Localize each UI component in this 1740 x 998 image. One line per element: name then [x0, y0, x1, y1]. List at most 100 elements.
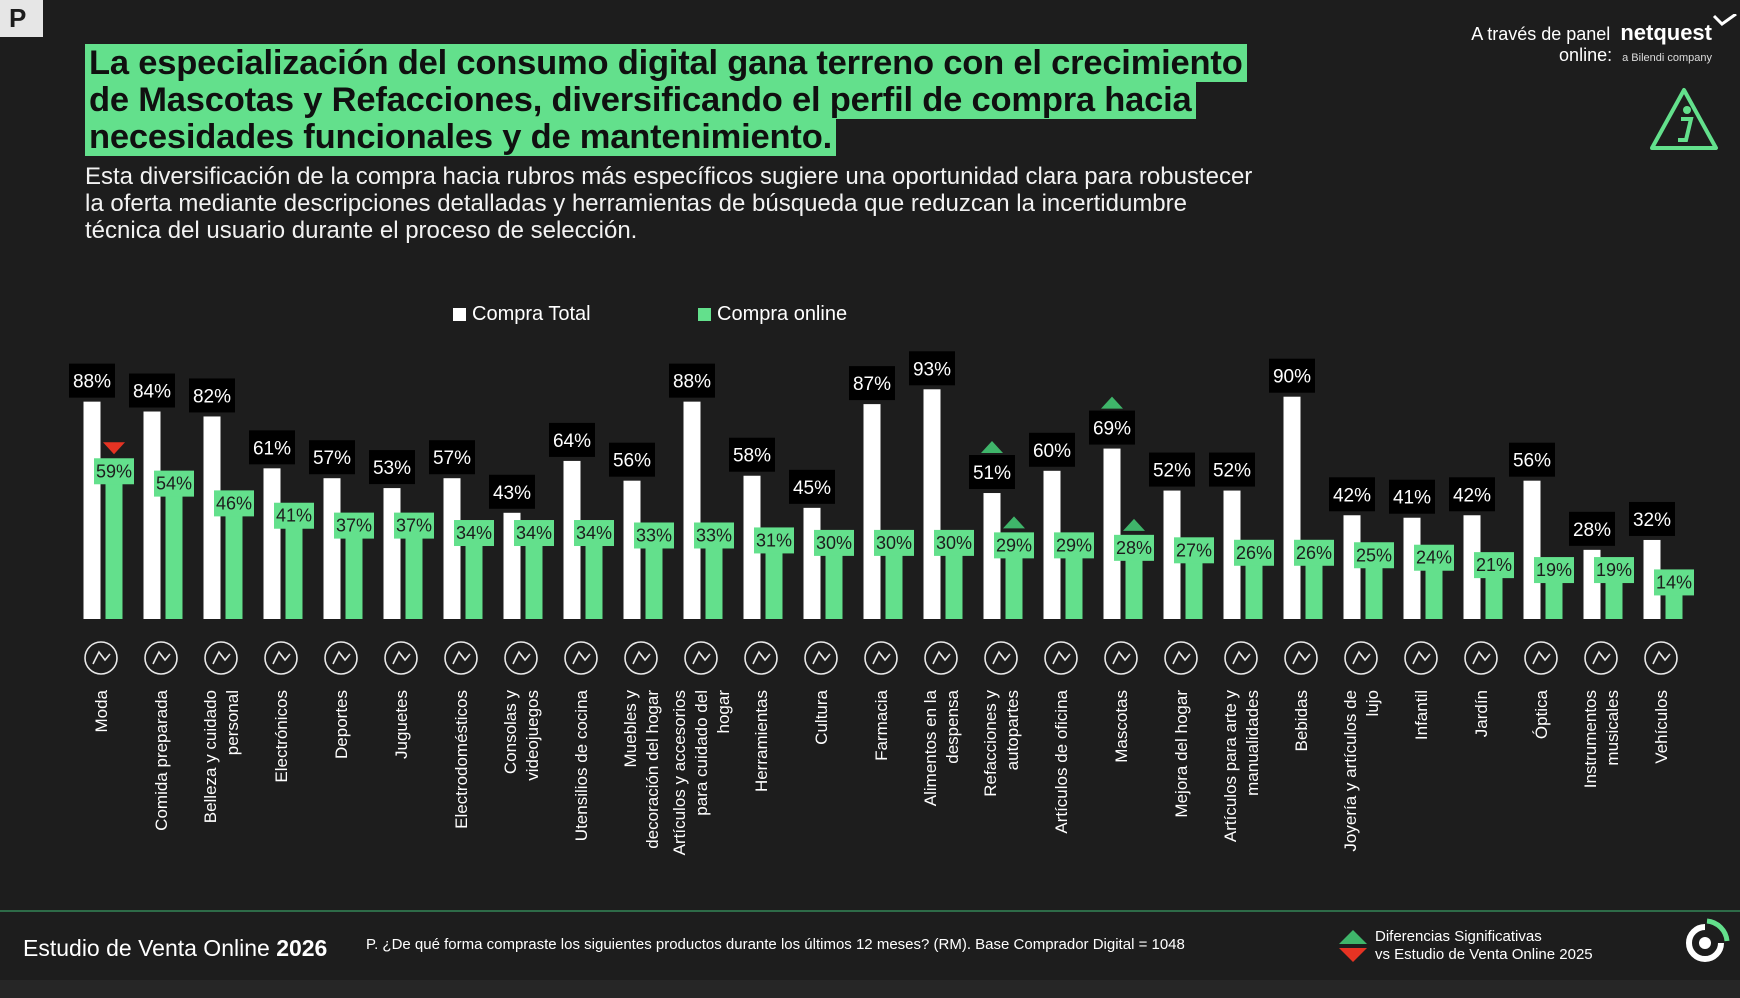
- data-label-bg-online: [754, 527, 794, 554]
- category-label-line: Joyería y artículos de: [1341, 690, 1360, 852]
- footer-question: P. ¿De qué forma compraste los siguiente…: [366, 936, 1185, 953]
- bar-total: [1163, 490, 1181, 619]
- brand-sub: a Bilendi company: [1622, 52, 1712, 64]
- bar-total: [623, 480, 641, 619]
- info-triangle-icon[interactable]: [1648, 86, 1720, 152]
- bar-total: [683, 401, 701, 619]
- category-label: Óptica: [1532, 689, 1551, 739]
- data-label-bg-total: [189, 378, 235, 413]
- legend-label-online: Compra online: [717, 303, 848, 325]
- slide-subtitle: Esta diversificación de la compra hacia …: [85, 163, 1253, 244]
- chart-legend: Compra Total Compra online: [0, 302, 1740, 332]
- whisk-icon: [564, 641, 598, 675]
- category-label: Herramientas: [752, 690, 771, 792]
- data-label-bg-total: [1389, 479, 1435, 514]
- significance-up-icon: [1101, 396, 1123, 409]
- legend-item-online: Compra online: [698, 302, 847, 326]
- beauty-face-icon: [204, 641, 238, 675]
- data-label-total: 58%: [733, 446, 771, 467]
- bar-online: [225, 505, 243, 619]
- significance-up-icon: [1123, 518, 1145, 531]
- category-label: Joyería y artículos de lujo: [1341, 690, 1382, 852]
- data-label-bg-total: [1089, 410, 1135, 445]
- bar-online: [525, 535, 543, 619]
- delivery-scooter-icon: [144, 641, 178, 675]
- bar-total: [563, 460, 581, 619]
- brand-block: A través de panel netquest online: a Bil…: [1471, 22, 1712, 69]
- computer-monitor-icon: [264, 641, 298, 675]
- category-label-line: musicales: [1603, 690, 1622, 766]
- category-label-line: Vehículos: [1652, 690, 1671, 764]
- data-label-total: 87%: [853, 374, 891, 395]
- category-label-line: Herramientas: [752, 690, 771, 792]
- data-label-bg-total: [1029, 432, 1075, 467]
- category-label-line: Cultura: [812, 689, 831, 744]
- data-label-online: 46%: [216, 493, 252, 513]
- bar-online: [165, 485, 183, 619]
- bar-total: [1643, 539, 1661, 619]
- data-label-bg-online: [334, 512, 374, 539]
- brand-prefix-line2: online:: [1559, 45, 1613, 65]
- data-label-total: 88%: [73, 372, 111, 393]
- category-label-line: Consolas y: [501, 690, 520, 775]
- category-label-line: despensa: [943, 689, 962, 763]
- data-label-total: 84%: [133, 382, 171, 403]
- category-label-line: Electrodomésticos: [452, 690, 471, 829]
- category-label-line: manualidades: [1243, 690, 1262, 796]
- significance-down-icon: [103, 442, 125, 455]
- data-label-total: 82%: [193, 386, 231, 407]
- corner-badge: P: [0, 0, 43, 37]
- category-label: Comida preparada: [152, 689, 171, 830]
- data-label-online: 28%: [1116, 538, 1152, 558]
- data-label-online: 29%: [1056, 535, 1092, 555]
- category-label-line: Óptica: [1532, 689, 1551, 739]
- bar-online: [465, 535, 483, 619]
- data-label-bg-total: [1449, 477, 1495, 512]
- bar-total: [1223, 490, 1241, 619]
- data-label-online: 34%: [576, 523, 612, 543]
- data-label-bg-online: [994, 532, 1034, 559]
- guitar-icon: [1584, 641, 1618, 675]
- legend-swatch-online: [698, 307, 711, 321]
- data-label-total: 53%: [373, 458, 411, 479]
- bar-online: [285, 517, 303, 619]
- bar-total: [443, 478, 461, 619]
- data-label-online: 29%: [996, 535, 1032, 555]
- data-label-bg-online: [694, 522, 734, 549]
- category-label: Jardín: [1472, 690, 1491, 737]
- category-label: Electrodomésticos: [452, 690, 471, 829]
- data-label-online: 30%: [816, 533, 852, 553]
- data-label-bg-total: [789, 469, 835, 504]
- data-label-online: 33%: [696, 525, 732, 545]
- bar-total: [263, 468, 281, 619]
- data-label-total: 52%: [1213, 461, 1251, 482]
- data-label-bg-online: [154, 470, 194, 497]
- category-label-line: Bebidas: [1292, 690, 1311, 751]
- title-text: La especialización del consumo digital g…: [85, 44, 1247, 156]
- data-label-bg-total: [549, 422, 595, 457]
- data-label-online: 54%: [156, 474, 192, 494]
- data-label-bg-online: [814, 529, 854, 556]
- category-label-line: Belleza y cuidado: [201, 690, 220, 823]
- bar-online: [765, 542, 783, 619]
- bar-online: [1545, 572, 1563, 619]
- dress-icon: [84, 641, 118, 675]
- category-label-line: Artículos para arte y: [1221, 690, 1240, 843]
- significance-legend: Diferencias Significativas vs Estudio de…: [1337, 928, 1647, 968]
- category-label-line: Electrónicos: [272, 690, 291, 783]
- data-label-total: 41%: [1393, 488, 1431, 509]
- data-label-bg-total: [489, 474, 535, 509]
- data-label-total: 64%: [553, 431, 591, 452]
- category-label-line: Comida preparada: [152, 689, 171, 830]
- car-icon: [1644, 641, 1678, 675]
- legend-item-total: Compra Total: [453, 302, 591, 326]
- bar-total: [1463, 515, 1481, 619]
- category-label: Utensilios de cocina: [572, 689, 591, 841]
- data-label-bg-online: [1594, 557, 1634, 584]
- category-label-line: Artículos de oficina: [1052, 689, 1071, 833]
- bar-online: [1245, 554, 1263, 619]
- category-label-line: Refacciones y: [981, 690, 1000, 797]
- data-label-online: 25%: [1356, 545, 1392, 565]
- bar-total: [143, 411, 161, 619]
- data-label-bg-online: [1294, 539, 1334, 566]
